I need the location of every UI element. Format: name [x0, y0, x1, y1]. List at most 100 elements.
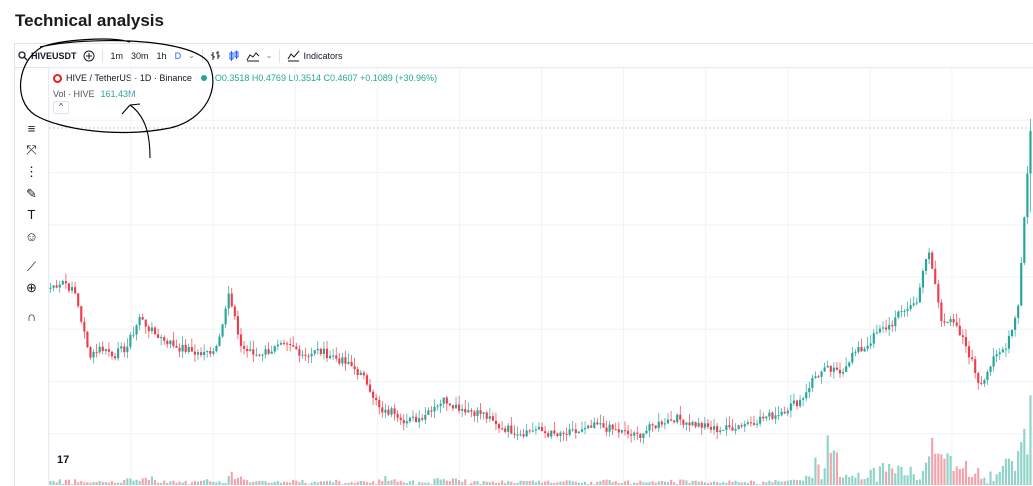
- chevron-down-icon: ⌄: [188, 51, 195, 60]
- candle-body: [596, 422, 598, 424]
- candle-body: [787, 411, 789, 414]
- candle-body: [145, 320, 147, 327]
- candle-body: [572, 429, 574, 430]
- volume-bar: [264, 481, 266, 485]
- candle-body: [231, 294, 233, 307]
- emoji-icon[interactable]: ☺: [23, 228, 40, 245]
- timeframe-30m[interactable]: 30m: [127, 44, 153, 67]
- brush-icon[interactable]: ✎: [23, 185, 40, 202]
- candle-body: [695, 422, 697, 427]
- volume-bar: [523, 481, 525, 485]
- volume-bar: [458, 480, 460, 485]
- candle-body: [117, 348, 119, 358]
- candle-body: [965, 337, 967, 346]
- volume-bar: [774, 480, 776, 485]
- candle-body: [126, 347, 128, 352]
- volume-bar: [172, 481, 174, 485]
- candle-body: [49, 288, 51, 289]
- candle-body: [879, 328, 881, 332]
- candle-body: [311, 354, 313, 356]
- chart-toolbar: HIVEUSDT 1m 30m 1h D ⌄ ⌄ Indicators: [15, 44, 1033, 68]
- candle-body: [513, 434, 515, 435]
- volume-bar: [1014, 471, 1016, 485]
- volume-bar: [148, 480, 150, 485]
- candle-body: [255, 355, 257, 356]
- candle-body: [492, 416, 494, 421]
- volume-bar: [867, 478, 869, 485]
- candle-body: [178, 348, 180, 352]
- candle-body: [320, 349, 322, 354]
- volume-bar: [519, 481, 521, 485]
- volume-bar: [811, 478, 813, 485]
- trend-lines-icon[interactable]: ≡: [23, 120, 40, 137]
- volume-bar: [526, 481, 528, 485]
- candle-body: [430, 410, 432, 411]
- candle-body: [753, 423, 755, 425]
- candle-body: [71, 287, 73, 291]
- candle-body: [212, 351, 214, 354]
- legend-collapse-button[interactable]: ^: [53, 101, 69, 114]
- timeframe-1m[interactable]: 1m: [107, 44, 128, 67]
- patterns-icon[interactable]: ⋮: [23, 163, 40, 180]
- compare-button[interactable]: [80, 44, 98, 67]
- chart-type-dropdown[interactable]: ⌄: [263, 44, 276, 67]
- candle-body: [618, 429, 620, 432]
- volume-bar: [799, 480, 801, 485]
- indicators-button[interactable]: Indicators: [284, 44, 345, 67]
- candle-body: [741, 425, 743, 426]
- candle-body: [685, 423, 687, 425]
- volume-bar: [301, 480, 303, 485]
- volume-bar: [387, 481, 389, 485]
- text-icon[interactable]: T: [23, 206, 40, 223]
- volume-bar: [658, 481, 660, 485]
- volume-bar: [888, 464, 890, 485]
- timeframe-dropdown[interactable]: ⌄: [185, 44, 198, 67]
- symbol-search[interactable]: HIVEUSDT: [15, 44, 80, 67]
- candle-body: [771, 413, 773, 419]
- price-chart[interactable]: [15, 44, 1033, 486]
- candle-body: [415, 417, 417, 422]
- volume-bar: [1026, 454, 1028, 485]
- candle-body: [980, 383, 982, 384]
- candle-body: [163, 337, 165, 341]
- volume-bar: [476, 481, 478, 485]
- candle-body: [274, 346, 276, 351]
- chevron-down-icon: ⌄: [266, 51, 273, 60]
- volume-bar: [231, 472, 233, 485]
- candle-body: [264, 349, 266, 354]
- candles-style-button[interactable]: [225, 44, 243, 67]
- candle-body: [584, 428, 586, 429]
- candle-body: [827, 366, 829, 368]
- volume-bar: [314, 482, 316, 485]
- candle-body: [452, 405, 454, 408]
- bar-style-button[interactable]: [207, 44, 225, 67]
- timeframe-1h[interactable]: 1h: [153, 44, 171, 67]
- candle-body: [738, 425, 740, 429]
- pitchfork-icon[interactable]: ⤧: [23, 141, 40, 158]
- candle-body: [286, 343, 288, 344]
- timeframe-d[interactable]: D: [171, 44, 186, 67]
- volume-bar: [768, 481, 770, 485]
- candle-body: [292, 345, 294, 346]
- area-style-button[interactable]: [243, 44, 263, 67]
- candle-body: [148, 327, 150, 332]
- candle-body: [218, 337, 220, 346]
- candle-body: [280, 343, 282, 344]
- candle-body: [486, 412, 488, 418]
- zoom-in-icon[interactable]: ⊕: [23, 279, 40, 296]
- candle-body: [384, 410, 386, 413]
- volume-bar: [842, 478, 844, 485]
- candle-body: [796, 401, 798, 407]
- volume-bar: [169, 481, 171, 485]
- candle-body: [114, 356, 116, 358]
- candle-body: [182, 345, 184, 352]
- candle-body: [645, 431, 647, 434]
- volume-bar: [197, 482, 199, 485]
- candle-body: [129, 335, 131, 347]
- volume-bar: [243, 479, 245, 485]
- candle-body: [728, 425, 730, 427]
- magnet-icon[interactable]: ∩: [23, 308, 40, 325]
- candle-body: [639, 434, 641, 438]
- volume-bar: [913, 474, 915, 485]
- ruler-icon[interactable]: ⟋: [23, 258, 40, 275]
